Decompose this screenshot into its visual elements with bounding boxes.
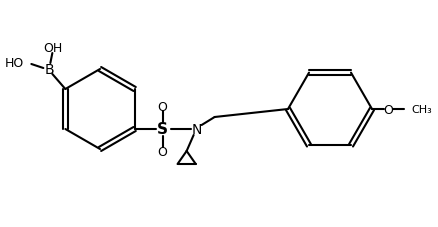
Text: O: O: [383, 103, 393, 116]
Text: HO: HO: [5, 56, 25, 69]
Text: O: O: [158, 100, 168, 113]
Text: CH₃: CH₃: [411, 105, 432, 114]
Text: S: S: [157, 122, 168, 137]
Text: O: O: [158, 146, 168, 159]
Text: B: B: [45, 63, 54, 77]
Text: OH: OH: [44, 41, 63, 54]
Text: N: N: [191, 122, 202, 136]
